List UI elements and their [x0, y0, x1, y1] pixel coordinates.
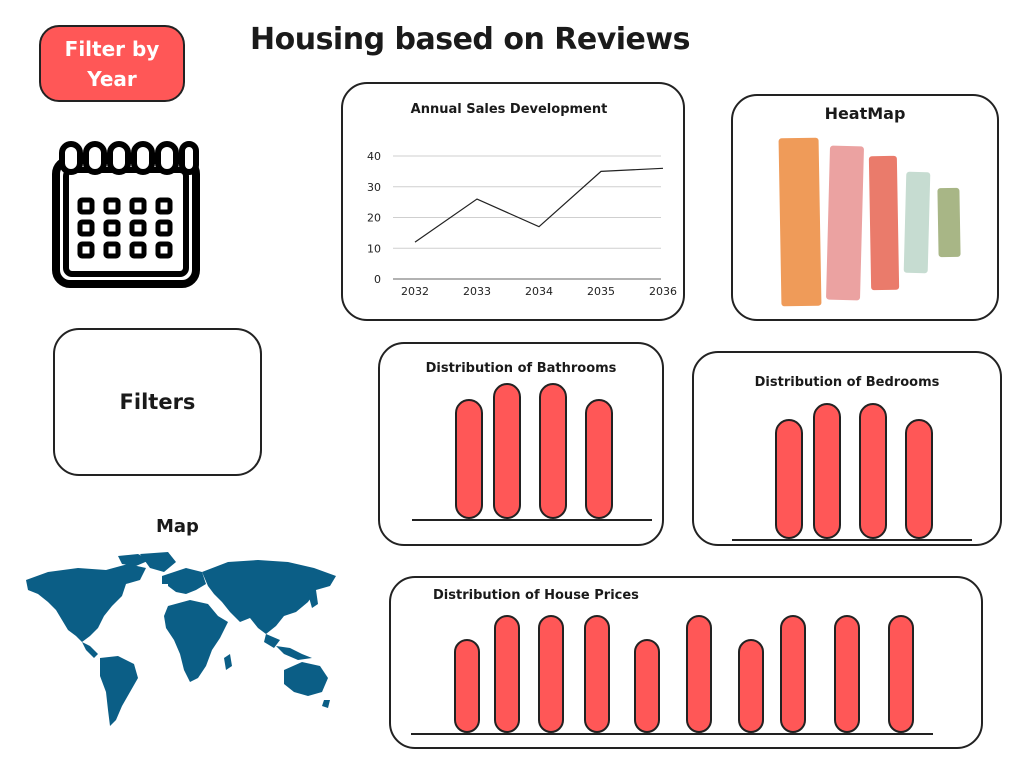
x-tick-label: 2034	[525, 285, 553, 298]
heatmap-strip	[937, 187, 961, 258]
bar	[905, 419, 933, 539]
y-tick-label: 20	[367, 212, 381, 225]
bathrooms-chart-title: Distribution of Bathrooms	[425, 361, 617, 376]
bar	[780, 615, 806, 733]
filters-label: Filters	[119, 390, 196, 414]
world-map-icon[interactable]	[18, 550, 338, 730]
bar	[859, 403, 887, 539]
heatmap-chart	[778, 137, 961, 307]
calendar-icon[interactable]	[52, 140, 200, 288]
bar	[539, 383, 567, 519]
filters-panel[interactable]: Filters	[53, 328, 262, 476]
x-tick-label: 2035	[587, 285, 615, 298]
heatmap-strip	[826, 145, 864, 301]
heatmap-strip	[868, 155, 900, 291]
y-tick-label: 30	[367, 181, 381, 194]
bedrooms-chart-card: Distribution of Bedrooms	[692, 351, 1002, 546]
bathrooms-bar-chart	[412, 383, 652, 521]
sales-line	[414, 167, 664, 243]
bar	[494, 615, 520, 733]
heatmap-title: HeatMap	[824, 104, 906, 123]
bar	[585, 399, 613, 519]
house-prices-chart-title: Distribution of House Prices	[433, 588, 639, 603]
heatmap-strip	[903, 171, 931, 274]
x-tick-label: 2032	[401, 285, 429, 298]
y-tick-label: 10	[367, 242, 381, 255]
y-tick-label: 0	[374, 273, 381, 286]
bar	[813, 403, 841, 539]
heatmap-card: HeatMap	[731, 94, 999, 321]
heatmap-strip	[778, 137, 822, 307]
house-prices-chart-card: Distribution of House Prices	[389, 576, 983, 749]
map-label: Map	[156, 516, 199, 537]
x-tick-label: 2033	[463, 285, 491, 298]
sales-line-chart: 0 10 20 30 40 2032 2033 2034 2035 2036	[367, 150, 677, 298]
sales-chart-card: Annual Sales Development 0 10 20 30 40 2032 20…	[341, 82, 685, 321]
bar	[738, 639, 764, 733]
filter-by-year-label: Filter by Year	[64, 36, 160, 91]
bedrooms-bar-chart	[732, 403, 972, 541]
x-tick-label: 2036	[649, 285, 677, 298]
sales-chart-title: Annual Sales Development	[410, 102, 608, 117]
bar	[634, 639, 660, 733]
bar	[834, 615, 860, 733]
page-title: Housing based on Reviews	[250, 22, 690, 57]
filter-by-year-button[interactable]: Filter by Year	[39, 25, 185, 102]
bar	[455, 399, 483, 519]
bar	[888, 615, 914, 733]
bathrooms-chart-card: Distribution of Bathrooms	[378, 342, 664, 546]
bar	[454, 639, 480, 733]
bar	[538, 615, 564, 733]
y-tick-label: 40	[367, 150, 381, 163]
bar	[584, 615, 610, 733]
bar	[493, 383, 521, 519]
house-prices-bar-chart	[411, 615, 933, 735]
bar	[686, 615, 712, 733]
bedrooms-chart-title: Distribution of Bedrooms	[754, 375, 940, 390]
bar	[775, 419, 803, 539]
